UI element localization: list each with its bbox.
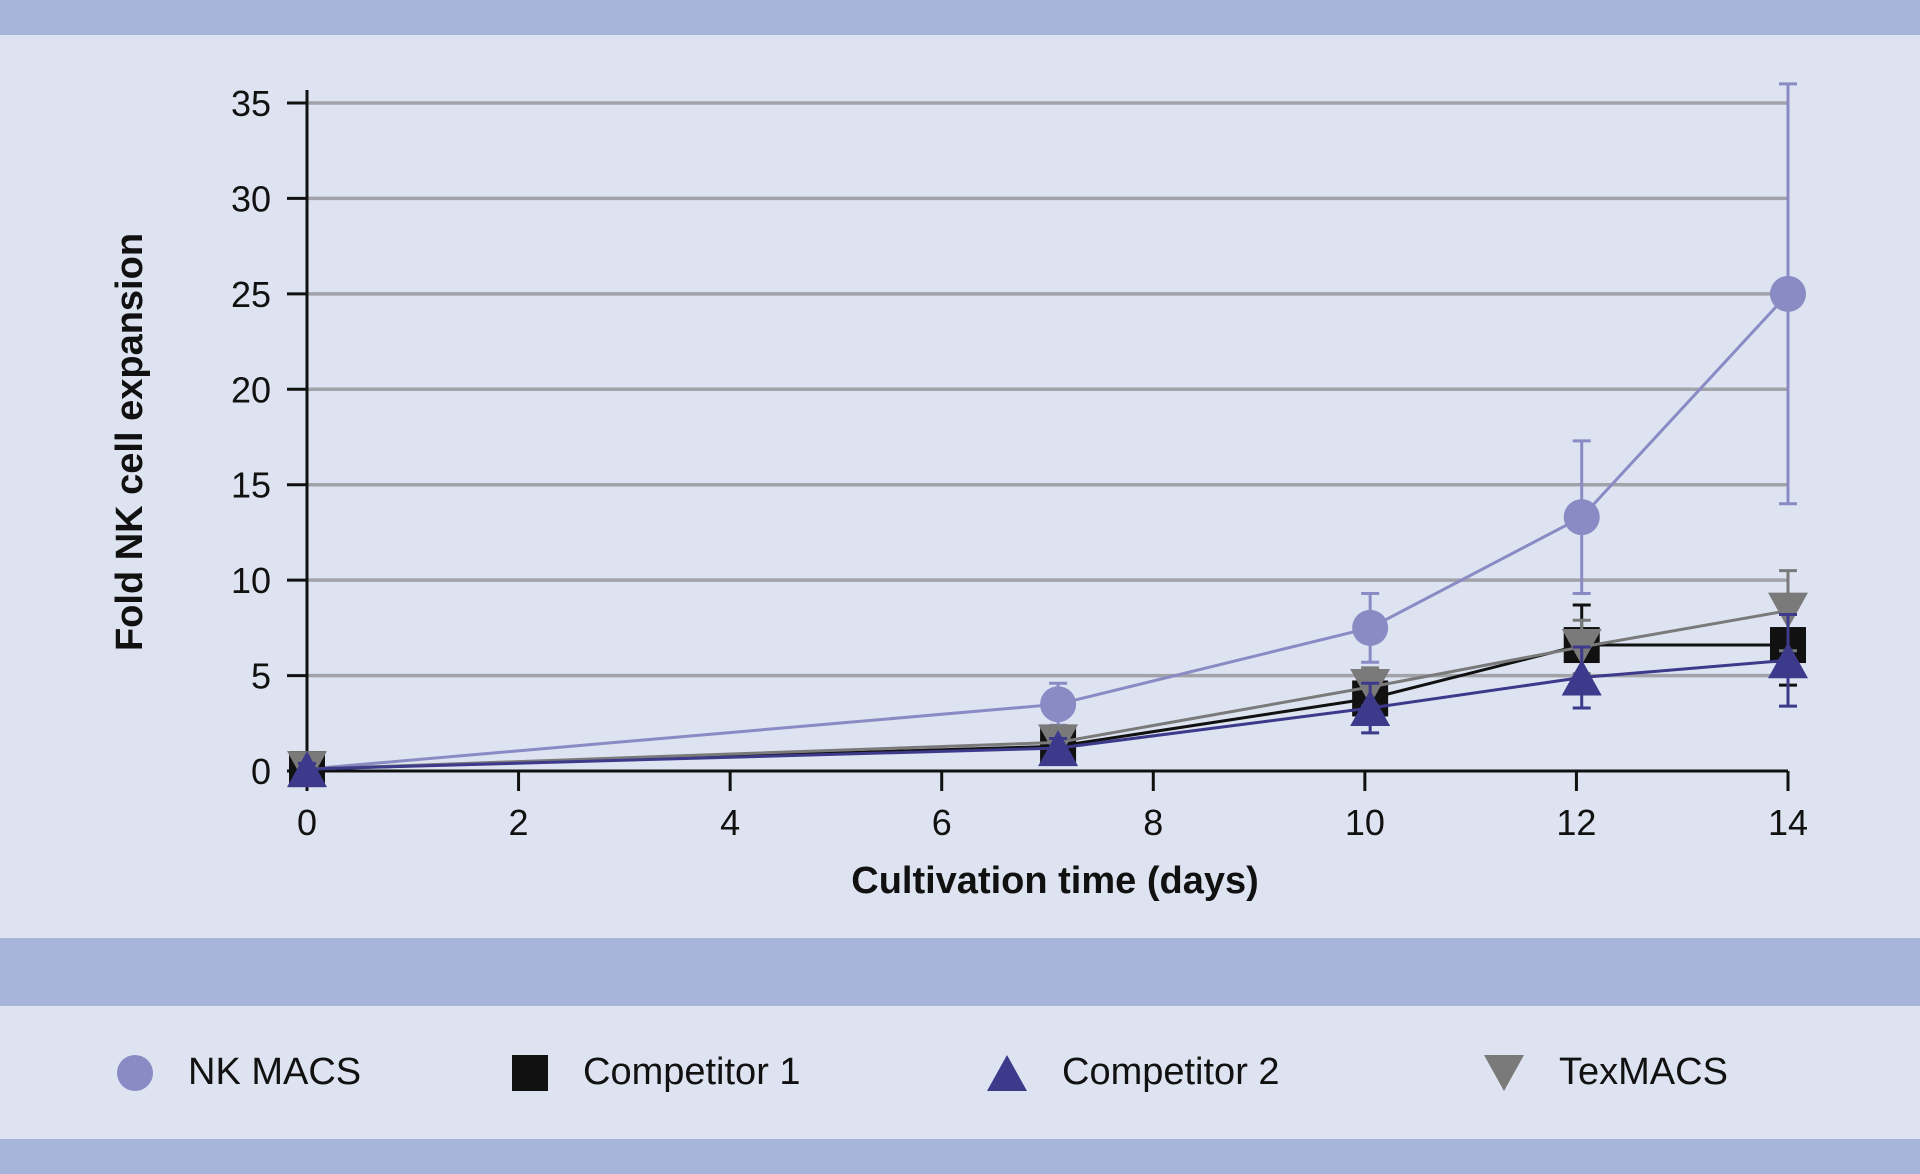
data-point <box>287 751 327 788</box>
circle-marker-icon <box>117 1054 153 1091</box>
data-point <box>1350 690 1391 727</box>
top-band <box>0 0 1920 35</box>
legend: NK MACS Competitor 1 Competitor 2 TexMAC… <box>0 1006 1920 1139</box>
y-tick-label-15: 15 <box>231 465 271 506</box>
y-tick-label-25: 25 <box>231 274 271 315</box>
y-axis-label: Fold NK cell expansion <box>109 233 151 651</box>
data-point <box>1561 659 1602 696</box>
legend-label: NK MACS <box>188 1051 362 1093</box>
triangle-up-marker-icon <box>987 1054 1027 1091</box>
x-tick-label-8: 8 <box>1143 802 1163 843</box>
legend-label: Competitor 1 <box>583 1051 801 1093</box>
series-competitor-2 <box>287 612 1808 788</box>
x-tick-label-12: 12 <box>1556 802 1596 843</box>
x-tick-label-2: 2 <box>509 802 529 843</box>
y-tick-label-0: 0 <box>251 751 271 792</box>
data-point <box>1770 275 1806 312</box>
data-point <box>1768 642 1808 679</box>
x-tick-label-0: 0 <box>297 802 317 843</box>
x-tick-label-6: 6 <box>932 802 952 843</box>
x-tick-label-10: 10 <box>1345 802 1385 843</box>
legend-item-competitor-1: Competitor 1 <box>511 1006 801 1139</box>
line-chart: 0 5 10 15 20 25 30 35 0 2 4 6 8 10 12 14 Cultivation ti… <box>109 82 1808 902</box>
series-layer <box>287 82 1808 788</box>
y-tick-label-30: 30 <box>231 178 271 219</box>
data-point <box>1563 499 1600 536</box>
legend-item-nk-macs: NK MACS <box>116 1006 361 1139</box>
tick-labels: 0 5 10 15 20 25 30 35 0 2 4 6 8 10 12 14 <box>231 83 1808 843</box>
data-point <box>1038 730 1079 767</box>
data-point <box>1040 686 1077 723</box>
legend-label: TexMACS <box>1559 1051 1728 1093</box>
x-tick-label-14: 14 <box>1768 802 1808 843</box>
square-marker-icon <box>512 1054 548 1091</box>
data-point <box>1352 609 1389 646</box>
data-point <box>1768 592 1808 629</box>
legend-label: Competitor 2 <box>1062 1051 1280 1093</box>
legend-item-texmacs: TexMACS <box>1483 1006 1728 1139</box>
y-tick-label-35: 35 <box>231 83 271 124</box>
y-tick-label-20: 20 <box>231 369 271 410</box>
x-tick-label-4: 4 <box>720 802 740 843</box>
y-tick-label-10: 10 <box>231 560 271 601</box>
middle-band <box>0 938 1920 1006</box>
bottom-band <box>0 1139 1920 1174</box>
legend-item-competitor-2: Competitor 2 <box>986 1006 1280 1139</box>
triangle-down-marker-icon <box>1484 1054 1524 1091</box>
grid-lines <box>307 101 1788 678</box>
y-tick-label-5: 5 <box>251 656 271 697</box>
axes <box>287 90 1790 791</box>
x-axis-label: Cultivation time (days) <box>851 860 1259 902</box>
